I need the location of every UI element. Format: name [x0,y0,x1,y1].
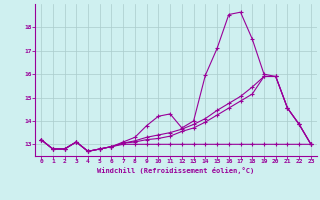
X-axis label: Windchill (Refroidissement éolien,°C): Windchill (Refroidissement éolien,°C) [97,167,255,174]
